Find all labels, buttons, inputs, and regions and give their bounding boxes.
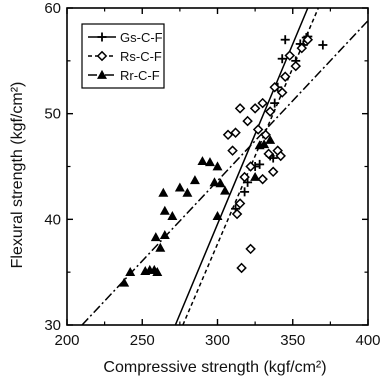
point-Rr-C-F-22	[250, 171, 261, 181]
point-Rs-C-F-25	[257, 173, 268, 185]
point-Rs-C-F-24	[234, 198, 246, 209]
point-Rs-C-F-10	[252, 124, 264, 135]
point-Gs-C-F-1	[240, 187, 250, 197]
point-Rs-C-F-18	[279, 71, 291, 82]
y-axis-title: Flexural strength (kgf/cm²)	[9, 82, 26, 269]
ticks: 200 250 300 350 400 30 40 50 60	[44, 0, 380, 349]
point-Rs-C-F-4	[236, 262, 247, 274]
x-tick-label-2: 300	[205, 332, 230, 349]
point-Gs-C-F-6	[268, 153, 278, 163]
point-Gs-C-F-16	[318, 40, 328, 50]
point-Rs-C-F-3	[234, 103, 246, 114]
x-tick-label-4: 400	[355, 332, 380, 349]
point-Rr-C-F-1	[125, 267, 136, 277]
point-Gs-C-F-4	[255, 159, 265, 169]
legend-marker-Gs-C-F	[97, 32, 107, 42]
fit-line-Gs-C-F	[174, 8, 309, 325]
point-Gs-C-F-2	[243, 177, 253, 187]
point-Rs-C-F-9	[249, 103, 261, 114]
x-tick-label-3: 350	[280, 332, 305, 349]
point-Rr-C-F-18	[215, 178, 226, 188]
point-Rr-C-F-15	[204, 157, 215, 167]
point-Rr-C-F-14	[197, 156, 208, 166]
point-Rs-C-F-11	[257, 97, 268, 109]
legend-label-Rs-C-F: Rs-C-F	[120, 49, 162, 64]
point-Rs-C-F-12	[260, 129, 271, 141]
point-Rs-C-F-27	[267, 166, 279, 178]
point-Rs-C-F-13	[264, 106, 276, 117]
point-Rs-C-F-6	[242, 115, 253, 127]
point-Rr-C-F-6	[155, 242, 166, 252]
point-Rr-C-F-25	[265, 134, 276, 144]
point-Rs-C-F-1	[227, 145, 238, 156]
point-Rs-C-F-19	[284, 50, 296, 61]
y-tick-label-3: 60	[44, 0, 61, 17]
point-Rs-C-F-5	[239, 171, 250, 183]
point-Rr-C-F-13	[189, 175, 200, 185]
x-tick-label-1: 250	[130, 332, 155, 349]
y-tick-label-1: 40	[44, 211, 61, 228]
point-Rs-C-F-20	[290, 60, 302, 72]
point-Rr-C-F-16	[212, 161, 223, 171]
data-points	[119, 32, 328, 287]
legend: Gs-C-F Rs-C-F Rr-C-F	[81, 23, 165, 89]
point-Rr-C-F-9	[159, 205, 170, 215]
point-Rs-C-F-14	[269, 81, 280, 93]
point-Rs-C-F-22	[302, 34, 314, 45]
point-Rr-C-F-10	[167, 211, 178, 221]
point-Gs-C-F-7	[270, 98, 280, 108]
legend-marker-Rr-C-F	[97, 69, 107, 79]
y-tick-label-2: 50	[44, 106, 61, 123]
x-tick-label-0: 200	[54, 332, 79, 349]
point-Rs-C-F-2	[230, 127, 241, 138]
y-tick-label-0: 30	[44, 317, 61, 334]
x-axis-title-text: Compressive strength (kgf/cm²)	[103, 359, 326, 376]
point-Rr-C-F-17	[209, 177, 220, 187]
point-Rr-C-F-11	[158, 187, 169, 197]
point-Rs-C-F-0	[222, 129, 234, 141]
y-axis-title-text: Flexural strength (kgf/cm²)	[9, 82, 26, 269]
point-Rr-C-F-8	[150, 232, 161, 242]
point-Rs-C-F-17	[276, 87, 288, 98]
point-Rs-C-F-16	[275, 150, 286, 162]
point-Rs-C-F-7	[245, 243, 256, 255]
point-Rr-C-F-7	[159, 230, 170, 240]
legend-label-Gs-C-F: Gs-C-F	[120, 30, 163, 45]
point-Rr-C-F-12	[182, 187, 193, 197]
point-Rr-C-F-0	[119, 277, 130, 287]
point-Gs-C-F-9	[277, 54, 287, 64]
point-Rr-C-F-20	[212, 211, 223, 221]
legend-marker-Rs-C-F	[96, 50, 108, 62]
point-Gs-C-F-10	[280, 35, 290, 45]
point-Rs-C-F-23	[231, 208, 243, 220]
legend-label-Rr-C-F: Rr-C-F	[120, 68, 160, 83]
point-Rr-C-F-5	[152, 267, 163, 277]
point-Rr-C-F-19	[220, 185, 231, 195]
x-axis-title: Compressive strength (kgf/cm²)	[103, 359, 326, 376]
point-Rs-C-F-26	[263, 148, 274, 160]
point-Rr-C-F-21	[174, 182, 185, 192]
point-Rs-C-F-21	[296, 42, 308, 54]
point-Rs-C-F-8	[245, 161, 256, 172]
